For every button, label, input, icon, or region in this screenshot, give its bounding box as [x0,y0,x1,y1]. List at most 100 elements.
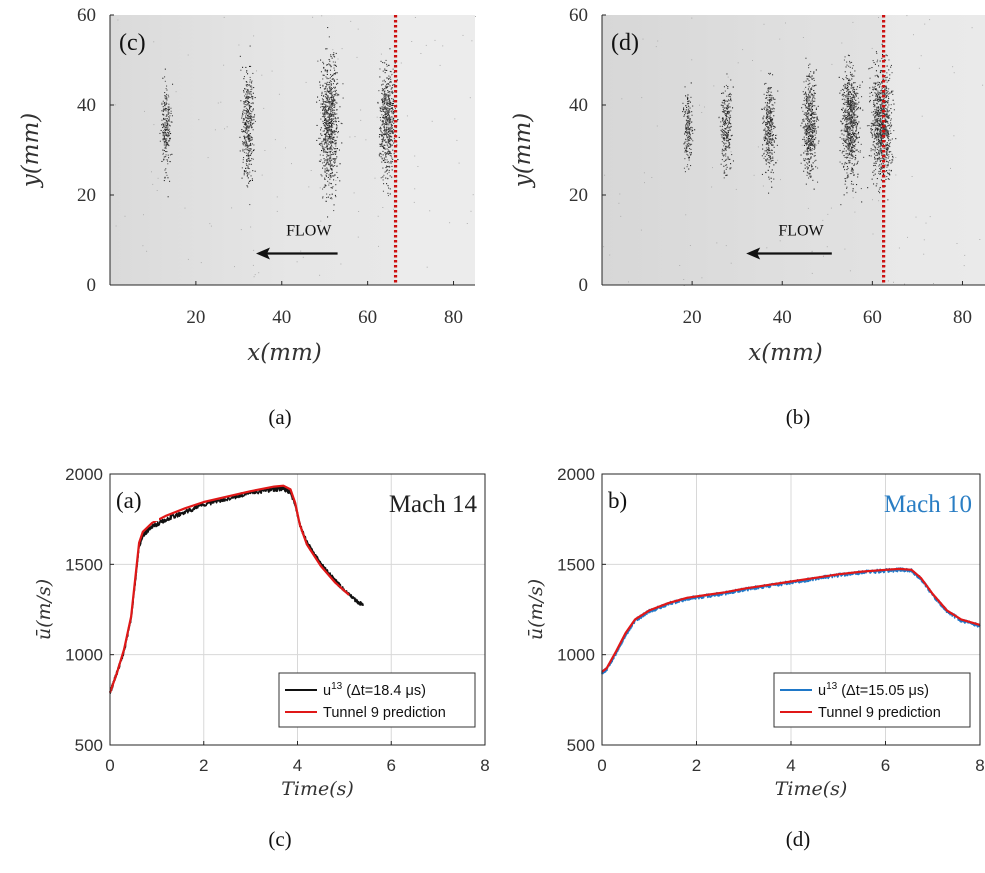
particle-dot [387,192,389,194]
particle-dot [380,131,382,133]
particle-dot [878,188,880,190]
noise-speck [841,42,843,44]
particle-dot [326,140,328,142]
particle-dot [810,139,812,141]
noise-speck [906,15,908,17]
particle-dot [850,102,852,104]
particle-dot [848,104,850,106]
noise-speck [320,220,322,222]
particle-dot [381,142,383,144]
particle-dot [323,124,325,126]
particle-dot [888,178,890,180]
particle-dot [880,141,882,143]
noise-speck [308,186,310,188]
particle-dot [388,169,390,171]
particle-dot [161,124,163,126]
particle-dot [320,71,322,73]
particle-dot [324,111,326,113]
particle-dot [843,89,845,91]
particle-dot [727,121,729,123]
particle-dot [326,91,328,93]
particle-dot [163,142,165,144]
particle-dot [883,128,885,130]
particle-dot [814,129,816,131]
particle-dot [852,132,854,134]
particle-dot [877,98,879,100]
particle-dot [686,132,688,134]
particle-dot [388,97,390,99]
particle-dot [805,123,807,125]
particle-dot [807,147,809,149]
particle-dot [384,106,386,108]
particle-dot [383,136,385,138]
particle-dot [167,131,169,133]
noise-speck [704,106,705,108]
particle-dot [846,162,848,164]
particle-dot [689,111,691,113]
noise-speck [296,261,298,263]
particle-dot [334,165,336,167]
particle-dot [388,102,390,104]
particle-dot [382,62,384,64]
particle-dot [850,155,852,157]
particle-dot [248,158,250,160]
particle-dot [330,83,332,85]
particle-dot [875,154,877,156]
particle-dot [806,131,808,133]
noise-speck [449,222,451,224]
particle-dot [771,144,773,146]
particle-dot [248,116,250,118]
particle-dot [250,124,252,126]
particle-dot [844,101,846,103]
particle-dot [381,90,383,92]
particle-dot [336,95,338,97]
particle-dot [845,130,847,132]
noise-speck [374,177,376,179]
particle-dot [763,129,765,131]
particle-dot [728,121,730,123]
particle-dot [769,118,771,120]
particle-dot [685,138,687,140]
x-tick-label: 20 [186,307,205,328]
particle-dot [689,101,691,103]
particle-dot [250,118,252,120]
particle-dot [387,141,389,143]
particle-dot [335,153,337,155]
particle-dot [340,122,342,124]
particle-dot [890,170,892,172]
particle-dot [724,147,726,149]
particle-dot [325,163,327,165]
particle-dot [880,168,882,170]
particle-dot [874,83,876,85]
particle-dot [168,112,170,114]
particle-dot [726,100,728,102]
particle-dot [388,119,390,121]
particle-dot [168,117,170,119]
particle-dot [852,188,854,190]
particle-dot [381,114,383,116]
particle-dot [869,87,871,89]
particle-dot [852,131,854,133]
particle-dot [246,91,248,93]
particle-dot [885,79,887,81]
particle-dot [244,106,246,108]
particle-dot [850,115,852,117]
particle-dot [247,186,249,188]
particle-dot [245,167,247,169]
particle-dot [884,113,886,115]
particle-dot [692,132,694,134]
particle-dot [335,184,337,186]
particle-dot [388,138,390,140]
particle-dot [883,148,885,150]
particle-dot [771,124,773,126]
particle-dot [388,98,390,100]
particle-dot [167,129,169,131]
particle-dot [815,130,817,132]
particle-dot [765,150,767,152]
particle-dot [243,157,245,159]
particle-dot [813,94,815,96]
particle-dot [806,130,808,132]
particle-dot [388,109,390,111]
particle-dot [326,83,328,85]
particle-dot [166,140,168,142]
